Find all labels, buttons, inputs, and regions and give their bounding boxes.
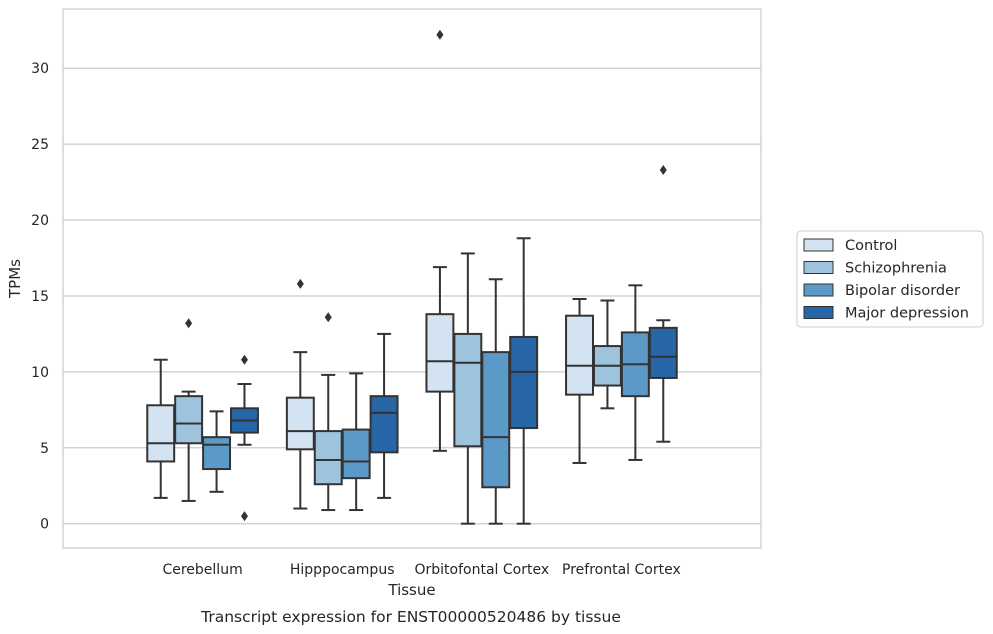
iqr-box xyxy=(146,404,176,463)
iqr-box xyxy=(341,428,371,480)
y-tick-label: 15 xyxy=(31,289,49,305)
outlier-point xyxy=(240,511,248,522)
legend-frame xyxy=(796,230,984,328)
box-major-depression xyxy=(509,237,539,525)
iqr-box xyxy=(648,326,678,379)
outlier-point xyxy=(324,312,332,323)
iqr-box xyxy=(425,313,455,393)
x-tick-labels: Cerebellum Hipppocampus Orbitofontal Corte… xyxy=(162,562,680,578)
box-major-depression xyxy=(230,354,259,522)
legend-entry: Control xyxy=(845,238,897,254)
box-bipolar-disorder xyxy=(481,278,511,525)
plot-frame xyxy=(62,8,762,549)
outlier-point xyxy=(436,29,444,40)
y-tick-labels: 0 5 10 15 20 25 30 xyxy=(31,61,49,532)
box-schizophrenia xyxy=(453,252,483,525)
outlier-point xyxy=(185,318,193,329)
x-tick-label: Hipppocampus xyxy=(290,562,395,578)
outlier-point xyxy=(659,164,667,175)
boxes xyxy=(146,29,678,525)
outlier-point xyxy=(240,354,248,365)
box-bipolar-disorder xyxy=(341,372,371,512)
y-axis-label: TPMs xyxy=(6,259,24,299)
legend-entry: Bipolar disorder xyxy=(845,283,960,299)
x-tick-label: Orbitofontal Cortex xyxy=(414,562,549,578)
box-bipolar-disorder xyxy=(620,284,650,461)
legend-entry: Major depression xyxy=(845,306,969,322)
x-tick-label: Cerebellum xyxy=(162,562,242,578)
y-tick-label: 5 xyxy=(40,441,49,457)
legend-entry: Schizophrenia xyxy=(845,261,947,277)
box-control xyxy=(425,29,455,452)
legend: Control Schizophrenia Bipolar disorder Majo… xyxy=(796,230,984,328)
y-tick-label: 30 xyxy=(31,61,49,77)
box-schizophrenia xyxy=(592,299,622,410)
x-axis-label: Tissue xyxy=(387,581,435,599)
iqr-box xyxy=(453,332,483,448)
x-tick-label: Prefrontal Cortex xyxy=(562,562,681,578)
y-tick-label: 25 xyxy=(31,137,49,153)
legend-swatch xyxy=(803,261,834,274)
box-schizophrenia xyxy=(313,312,343,512)
y-tick-label: 20 xyxy=(31,213,49,229)
box-schizophrenia xyxy=(174,318,204,502)
iqr-box xyxy=(202,436,232,471)
outlier-point xyxy=(296,278,304,289)
box-control xyxy=(565,297,594,464)
iqr-box xyxy=(285,396,315,451)
legend-swatch xyxy=(803,238,834,252)
iqr-box xyxy=(509,335,539,430)
y-tick-label: 0 xyxy=(40,517,49,533)
iqr-box xyxy=(565,314,594,396)
box-bipolar-disorder xyxy=(202,410,232,493)
box-major-depression xyxy=(369,332,399,499)
chart-caption: Transcript expression for ENST0000052048… xyxy=(200,608,621,626)
box-control xyxy=(146,358,176,499)
iqr-box xyxy=(174,395,204,445)
iqr-box xyxy=(481,351,511,489)
box-control xyxy=(285,278,315,510)
iqr-box xyxy=(313,430,343,486)
gridlines xyxy=(63,67,761,525)
legend-swatch xyxy=(803,306,834,319)
legend-swatch xyxy=(803,283,834,297)
iqr-box xyxy=(369,395,399,454)
y-tick-label: 10 xyxy=(31,365,49,381)
box-major-depression xyxy=(648,164,678,443)
